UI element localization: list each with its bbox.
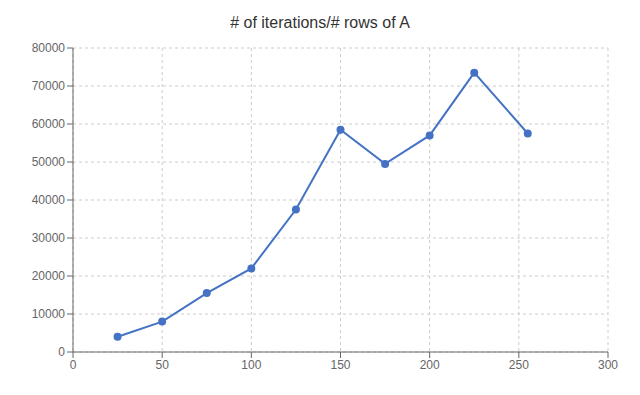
svg-text:50: 50 <box>155 358 169 372</box>
svg-text:100: 100 <box>241 358 261 372</box>
svg-text:70000: 70000 <box>32 79 66 93</box>
svg-text:300: 300 <box>598 358 618 372</box>
svg-text:80000: 80000 <box>32 41 66 55</box>
svg-text:150: 150 <box>330 358 350 372</box>
svg-text:250: 250 <box>509 358 529 372</box>
svg-text:200: 200 <box>420 358 440 372</box>
svg-text:10000: 10000 <box>32 307 66 321</box>
svg-text:50000: 50000 <box>32 155 66 169</box>
svg-text:30000: 30000 <box>32 231 66 245</box>
svg-text:0: 0 <box>70 358 77 372</box>
html-text:# of iterations/# rows of A: # of iterations/# rows of A <box>230 14 410 31</box>
svg-text:60000: 60000 <box>32 117 66 131</box>
svg-text:0: 0 <box>58 345 65 359</box>
svg-text:20000: 20000 <box>32 269 66 283</box>
svg-text:40000: 40000 <box>32 193 66 207</box>
